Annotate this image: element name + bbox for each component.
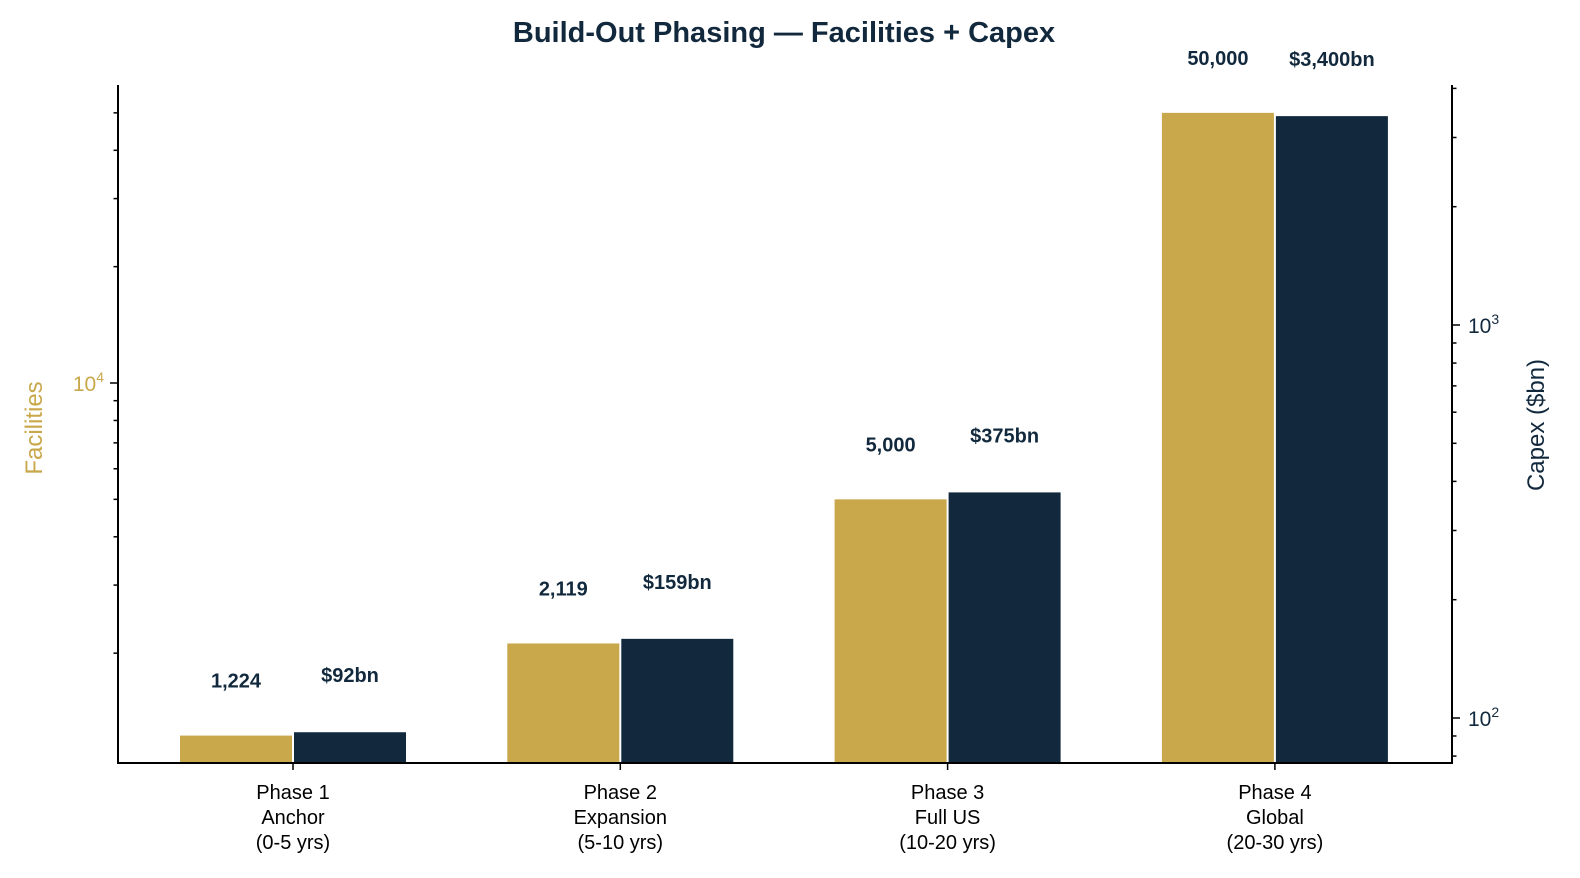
facilities-value-label: 50,000	[1187, 48, 1248, 70]
capex-value-label: $92bn	[321, 665, 379, 687]
capex-bar	[621, 638, 734, 763]
category-label: Phase 1	[256, 782, 329, 804]
capex-bar	[948, 492, 1061, 763]
ticks-group: 104 102 103	[73, 87, 1499, 770]
facilities-value-label: 5,000	[866, 434, 916, 456]
y-right-tick-label: 103	[1468, 311, 1499, 338]
category-label: Expansion	[574, 807, 667, 829]
category-label: Full US	[915, 807, 981, 829]
facilities-bar	[1161, 112, 1274, 764]
y-left-label: Facilities	[21, 381, 48, 474]
capex-bar	[1275, 116, 1388, 763]
facilities-value-label: 2,119	[539, 578, 588, 600]
category-label: Phase 4	[1238, 782, 1311, 804]
category-label: (5-10 yrs)	[578, 832, 664, 854]
category-label: (0-5 yrs)	[256, 832, 330, 854]
y-left-tick-label: 104	[73, 369, 104, 396]
capex-value-label: $3,400bn	[1289, 49, 1375, 71]
facilities-bar	[507, 643, 620, 763]
category-label: Phase 2	[584, 782, 657, 804]
category-labels-group: Phase 1 Anchor (0-5 yrs) Phase 2 Expansion (5…	[256, 782, 1323, 854]
y-right-tick-label: 102	[1468, 704, 1499, 731]
data-labels-group: 1,224 $92bn 2,119 $159bn 5,000 $375bn 50,000 $3…	[211, 48, 1375, 693]
capex-bar	[294, 732, 406, 763]
capex-value-label: $375bn	[970, 425, 1039, 447]
facilities-value-label: 1,224	[211, 671, 262, 693]
category-label: Anchor	[261, 807, 325, 829]
category-label: (20-30 yrs)	[1227, 832, 1324, 854]
facilities-bar	[834, 499, 947, 763]
category-label: (10-20 yrs)	[899, 832, 996, 854]
category-label: Global	[1246, 807, 1304, 829]
facilities-bar	[180, 735, 292, 763]
chart-title: Build-Out Phasing — Facilities + Capex	[513, 17, 1055, 49]
capex-value-label: $159bn	[643, 572, 712, 594]
bars-group	[180, 112, 1388, 764]
y-right-label: Capex ($bn)	[1523, 359, 1550, 491]
category-label: Phase 3	[911, 782, 984, 804]
